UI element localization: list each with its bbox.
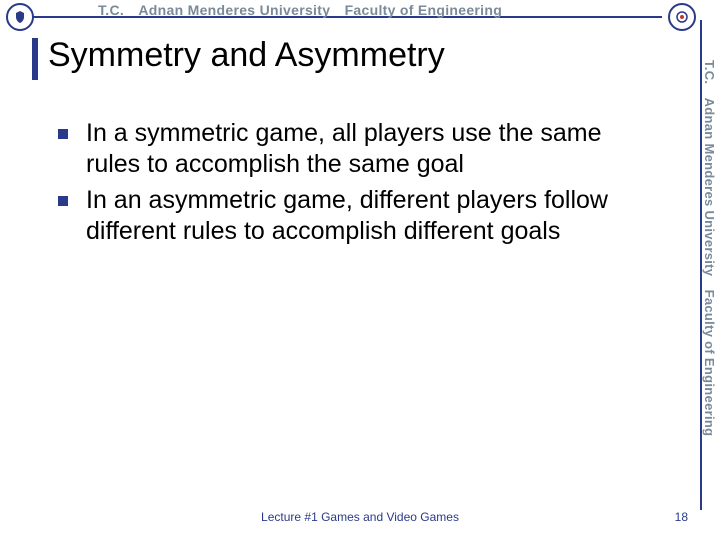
bullet-square-icon: [58, 196, 68, 206]
university-seal-left-icon: [6, 3, 34, 31]
footer-lecture-label: Lecture #1 Games and Video Games: [261, 510, 459, 524]
list-item: In a symmetric game, all players use the…: [58, 118, 650, 179]
bullet-text: In an asymmetric game, different players…: [86, 185, 650, 246]
slide-body: In a symmetric game, all players use the…: [58, 118, 650, 252]
slide-title: Symmetry and Asymmetry: [48, 36, 445, 75]
slide-footer: Lecture #1 Games and Video Games 18: [0, 510, 720, 528]
footer-page-number: 18: [675, 510, 688, 524]
title-accent-bar: [32, 38, 38, 80]
faculty-seal-right-icon: [668, 3, 696, 31]
slide-header: T.C. Adnan Menderes University Faculty o…: [0, 0, 720, 34]
side-institution-strip: T.C. Adnan Menderes University Faculty o…: [703, 60, 719, 510]
bullet-text: In a symmetric game, all players use the…: [86, 118, 650, 179]
bullet-square-icon: [58, 129, 68, 139]
side-institution-text: T.C. Adnan Menderes University Faculty o…: [702, 60, 717, 436]
header-institution-text: T.C. Adnan Menderes University Faculty o…: [98, 2, 650, 18]
list-item: In an asymmetric game, different players…: [58, 185, 650, 246]
